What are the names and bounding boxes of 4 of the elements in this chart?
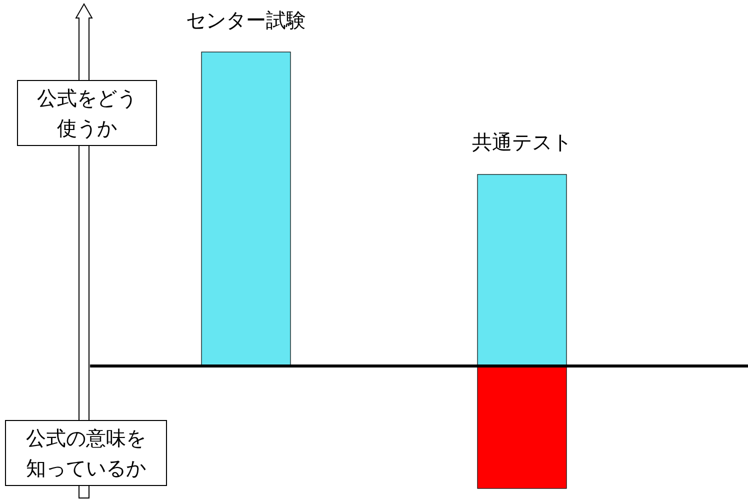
annotation: 公式の意味を知っているか — [5, 420, 167, 486]
annotation: 公式をどう使うか — [17, 80, 157, 146]
x-tick-label: 共通テスト — [472, 129, 572, 156]
x-tick-label: センター試験 — [186, 7, 306, 34]
